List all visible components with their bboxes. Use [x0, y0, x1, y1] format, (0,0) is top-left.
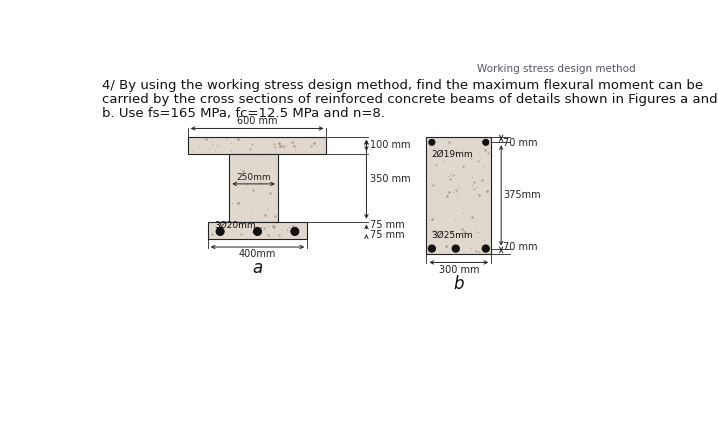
Text: 75 mm: 75 mm — [370, 230, 404, 240]
Circle shape — [429, 140, 434, 145]
Text: a: a — [252, 259, 263, 277]
Text: 600 mm: 600 mm — [237, 116, 277, 126]
Circle shape — [291, 228, 299, 235]
Bar — [426, 137, 491, 254]
Text: 375mm: 375mm — [503, 190, 541, 200]
Text: 3Ø20mm: 3Ø20mm — [214, 220, 256, 229]
Circle shape — [483, 246, 488, 251]
Circle shape — [216, 228, 224, 235]
Circle shape — [483, 140, 488, 145]
Text: 70 mm: 70 mm — [503, 242, 538, 252]
Circle shape — [483, 140, 488, 145]
Text: 100 mm: 100 mm — [370, 140, 410, 151]
Circle shape — [482, 245, 489, 252]
Circle shape — [429, 246, 434, 251]
Text: b: b — [454, 275, 464, 293]
Text: carried by the cross sections of reinforced concrete beams of details shown in F: carried by the cross sections of reinfor… — [103, 93, 718, 106]
Text: b. Use fs=165 MPa, fc=12.5 MPa and n=8.: b. Use fs=165 MPa, fc=12.5 MPa and n=8. — [103, 107, 385, 120]
Text: 2Ø19mm: 2Ø19mm — [431, 149, 472, 158]
Text: 75 mm: 75 mm — [370, 220, 404, 230]
Text: 400mm: 400mm — [239, 250, 276, 259]
Circle shape — [429, 245, 435, 252]
Text: 300 mm: 300 mm — [439, 265, 479, 275]
Text: Working stress design method: Working stress design method — [477, 64, 635, 74]
Text: 4/ By using the working stress design method, find the maximum flexural moment c: 4/ By using the working stress design me… — [103, 79, 704, 92]
Bar — [229, 154, 278, 222]
Text: 3Ø25mm: 3Ø25mm — [431, 231, 472, 240]
Text: 70 mm: 70 mm — [503, 138, 538, 148]
Text: 350 mm: 350 mm — [370, 174, 410, 184]
Text: 250mm: 250mm — [236, 172, 271, 181]
Bar — [208, 222, 307, 238]
Circle shape — [452, 245, 460, 252]
Circle shape — [253, 228, 261, 235]
Circle shape — [429, 140, 434, 145]
Bar — [188, 137, 327, 154]
